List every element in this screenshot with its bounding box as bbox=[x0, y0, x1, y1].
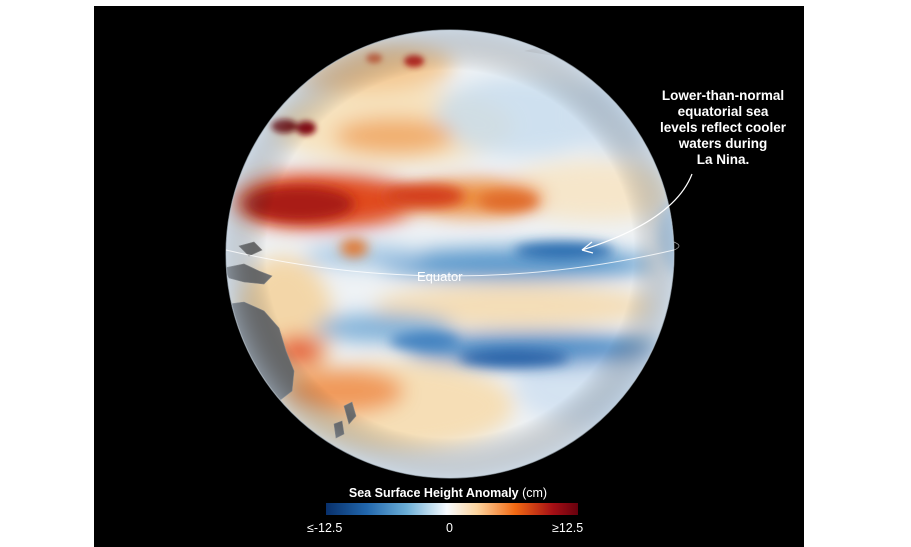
annotation-line: levels reflect cooler bbox=[659, 120, 787, 135]
annotation-line: equatorial sea bbox=[677, 104, 769, 119]
equator-label: Equator bbox=[417, 269, 463, 284]
globe-outline bbox=[225, 29, 675, 479]
annotation-line: Lower-than-normal bbox=[661, 88, 785, 103]
legend-tick-max: ≥12.5 bbox=[552, 521, 584, 535]
arrowhead-icon bbox=[581, 241, 594, 254]
map-panel: Lower-than-normal equatorial sea levels … bbox=[94, 6, 804, 547]
annotation-line: La Nina. bbox=[696, 152, 750, 167]
legend-tick-zero: 0 bbox=[446, 521, 453, 535]
globe-map bbox=[225, 29, 693, 515]
annotation-arrow bbox=[581, 173, 693, 251]
legend-tick-min: ≤-12.5 bbox=[307, 521, 343, 535]
legend-colorbar bbox=[326, 503, 578, 515]
legend-unit: (cm) bbox=[522, 486, 548, 500]
legend-title: Sea Surface Height Anomaly (cm) bbox=[328, 486, 568, 500]
globe-limb bbox=[226, 30, 674, 478]
annotation-text: Lower-than-normal equatorial sea levels … bbox=[638, 88, 804, 168]
annotation-line: waters during bbox=[678, 136, 768, 151]
legend-title-text: Sea Surface Height Anomaly bbox=[348, 486, 519, 500]
equator-line bbox=[225, 249, 675, 277]
